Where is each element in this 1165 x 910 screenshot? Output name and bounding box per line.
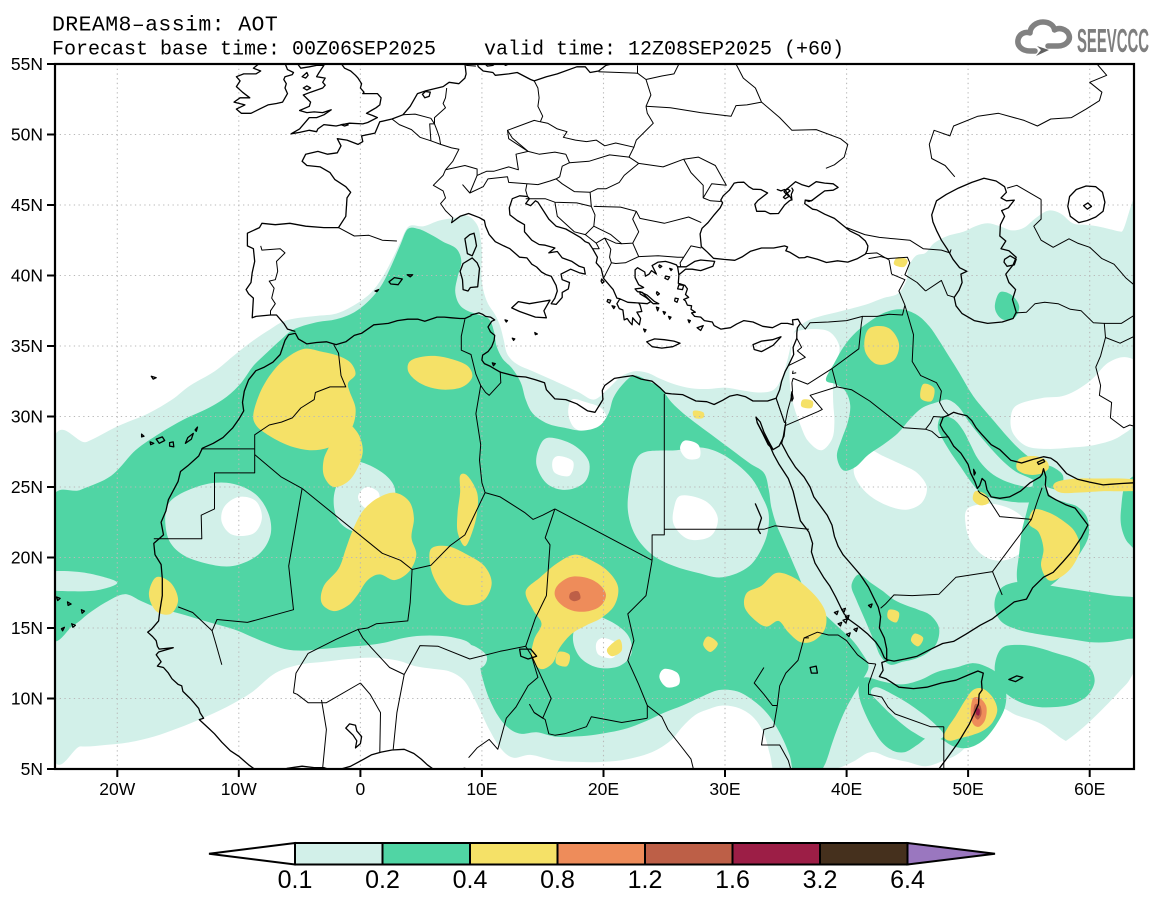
svg-text:50N: 50N [11, 125, 43, 145]
svg-text:0: 0 [356, 779, 366, 799]
svg-text:20N: 20N [11, 548, 43, 568]
svg-text:0.1: 0.1 [278, 866, 313, 894]
svg-text:DREAM8–assim: AOT: DREAM8–assim: AOT [52, 14, 278, 38]
svg-text:1.2: 1.2 [628, 866, 663, 894]
svg-text:30N: 30N [11, 407, 43, 427]
svg-text:20W: 20W [99, 779, 135, 799]
svg-text:15N: 15N [11, 618, 43, 638]
svg-text:3.2: 3.2 [803, 866, 838, 894]
svg-text:30E: 30E [709, 779, 740, 799]
svg-text:25N: 25N [11, 477, 43, 497]
svg-text:50E: 50E [953, 779, 984, 799]
svg-text:35N: 35N [11, 336, 43, 356]
svg-text:SEEVCCC: SEEVCCC [1077, 22, 1149, 59]
svg-text:valid time: 12Z08SEP2025 (+60): valid time: 12Z08SEP2025 (+60) [484, 39, 844, 62]
svg-text:0.8: 0.8 [540, 866, 575, 894]
svg-text:0.4: 0.4 [453, 866, 488, 894]
svg-text:10N: 10N [11, 689, 43, 709]
svg-text:40N: 40N [11, 266, 43, 286]
svg-text:20E: 20E [588, 779, 619, 799]
svg-text:1.6: 1.6 [715, 866, 750, 894]
svg-text:55N: 55N [11, 54, 43, 74]
svg-text:6.4: 6.4 [890, 866, 925, 894]
svg-text:40E: 40E [831, 779, 862, 799]
svg-text:60E: 60E [1074, 779, 1105, 799]
svg-text:45N: 45N [11, 195, 43, 215]
svg-text:10E: 10E [466, 779, 497, 799]
svg-text:Forecast base time: 00Z06SEP20: Forecast base time: 00Z06SEP2025 [52, 39, 436, 62]
svg-text:5N: 5N [21, 759, 43, 779]
svg-text:0.2: 0.2 [365, 866, 400, 894]
svg-text:10W: 10W [221, 779, 257, 799]
